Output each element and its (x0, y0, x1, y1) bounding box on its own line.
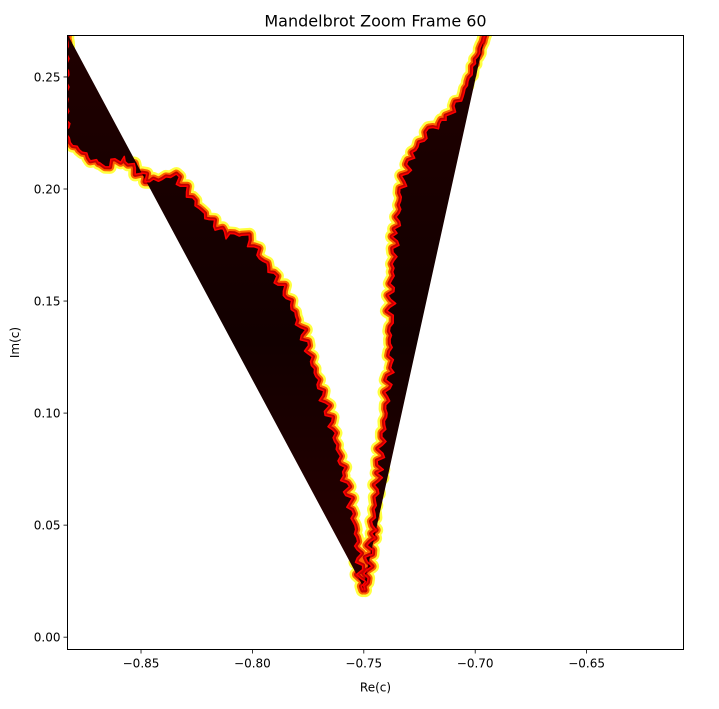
fractal-image (67, 35, 493, 598)
y-axis-label: Im(c) (8, 327, 22, 358)
y-axis-ticks: 0.00 0.05 0.10 0.15 0.20 0.25 (34, 70, 68, 645)
y-tick: 0.00 (34, 631, 68, 645)
x-tick-label: −0.80 (234, 657, 271, 671)
y-tick: 0.05 (34, 519, 68, 533)
x-tick: −0.70 (457, 649, 494, 671)
x-axis-label: Re(c) (360, 681, 391, 695)
mandelbrot-interior (67, 35, 485, 591)
x-tick: −0.75 (345, 649, 382, 671)
y-tick-label: 0.00 (34, 631, 61, 645)
x-tick-label: −0.75 (345, 657, 382, 671)
y-tick-label: 0.10 (34, 407, 61, 421)
x-tick-label: −0.65 (568, 657, 605, 671)
y-tick-label: 0.20 (34, 183, 61, 197)
y-tick-label: 0.15 (34, 295, 61, 309)
y-tick-label: 0.05 (34, 519, 61, 533)
x-tick: −0.80 (234, 649, 271, 671)
y-tick: 0.20 (34, 183, 68, 197)
x-tick-label: −0.85 (123, 657, 160, 671)
x-axis-ticks: −0.85 −0.80 −0.75 −0.70 −0.65 (123, 649, 605, 671)
y-tick: 0.10 (34, 407, 68, 421)
y-tick-label: 0.25 (34, 70, 61, 84)
y-tick: 0.15 (34, 295, 68, 309)
x-tick-label: −0.70 (457, 657, 494, 671)
x-tick: −0.65 (568, 649, 605, 671)
y-tick: 0.25 (34, 70, 68, 84)
chart-title: Mandelbrot Zoom Frame 60 (264, 12, 486, 31)
x-tick: −0.85 (123, 649, 160, 671)
boundary-edge (67, 35, 486, 591)
plot-frame (67, 35, 684, 650)
